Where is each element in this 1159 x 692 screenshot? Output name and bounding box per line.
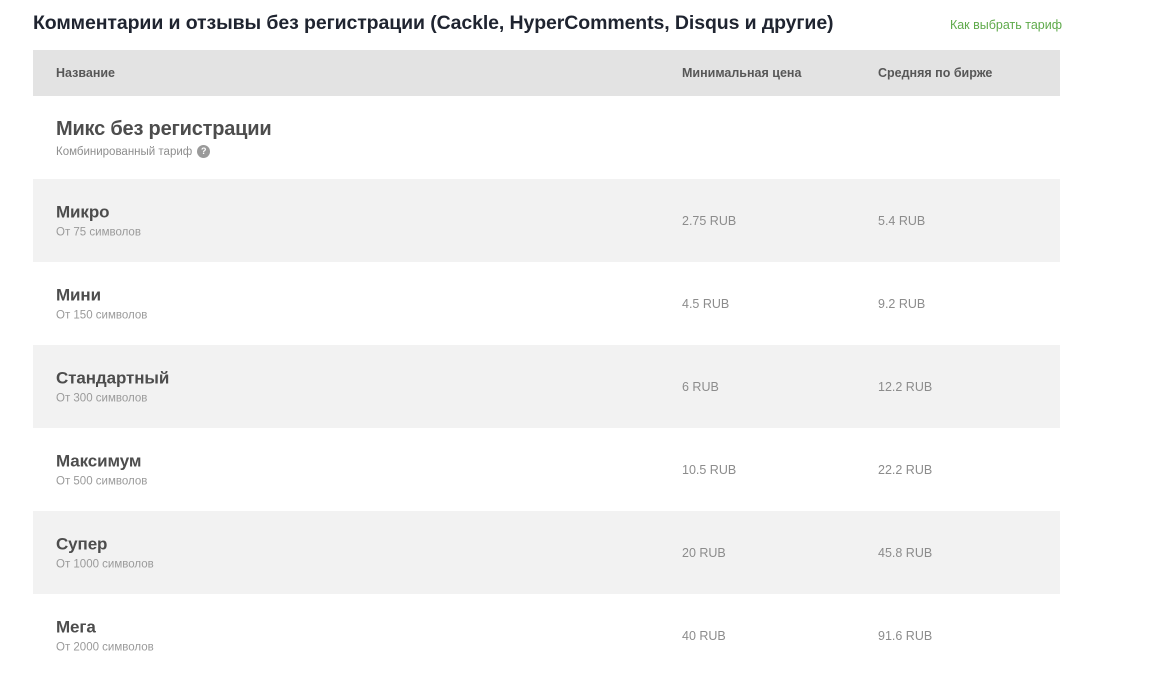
tariff-name: Мини — [56, 285, 101, 304]
tariff-subtitle: От 150 символов — [56, 309, 148, 321]
tariff-group-name-cell: Микс без регистрации Комбинированный тар… — [56, 116, 272, 160]
tariff-avg-price: 5.4 RUB — [878, 213, 926, 228]
tariff-name-cell: Мини От 150 символов — [56, 284, 147, 323]
table-row[interactable]: Супер От 1000 символов 20 RUB 45.8 RUB — [33, 511, 1060, 594]
tariff-name-cell: Мега От 2000 символов — [56, 616, 154, 655]
tariff-name-cell: Максимум От 500 символов — [56, 450, 147, 489]
table-body: Микс без регистрации Комбинированный тар… — [33, 96, 1060, 677]
table-row[interactable]: Максимум От 500 символов 10.5 RUB 22.2 RUB — [33, 428, 1060, 511]
how-to-choose-tariff-link[interactable]: Как выбрать тариф — [949, 18, 1062, 32]
tariff-group-row: Микс без регистрации Комбинированный тар… — [33, 96, 1060, 179]
column-header-min-price: Минимальная цена — [682, 66, 802, 80]
tariff-avg-price: 91.6 RUB — [878, 628, 933, 643]
tariff-group-title: Микс без регистрации — [56, 117, 272, 140]
tariff-avg-price: 9.2 RUB — [878, 296, 926, 311]
tariff-name: Мега — [56, 617, 96, 636]
tariff-avg-price: 45.8 RUB — [878, 545, 933, 560]
tariff-name-cell: Супер От 1000 символов — [56, 533, 154, 572]
tariff-name-cell: Микро От 75 символов — [56, 201, 141, 240]
page-title: Комментарии и отзывы без регистрации (Ca… — [33, 12, 834, 34]
tariff-subtitle: От 1000 символов — [56, 558, 154, 570]
page-header: Комментарии и отзывы без регистрации (Ca… — [0, 0, 1159, 44]
tariff-table: Название Минимальная цена Средняя по бир… — [33, 50, 1060, 677]
tariff-name: Микро — [56, 202, 110, 221]
tariff-min-price: 2.75 RUB — [682, 213, 737, 228]
table-row[interactable]: Микро От 75 символов 2.75 RUB 5.4 RUB — [33, 179, 1060, 262]
tariff-rows-host: Микро От 75 символов 2.75 RUB 5.4 RUB Мини От… — [33, 179, 1060, 677]
table-row[interactable]: Мега От 2000 символов 40 RUB 91.6 RUB — [33, 594, 1060, 677]
tariff-group-subtitle-wrap: Комбинированный тариф ? — [56, 144, 271, 160]
table-row[interactable]: Мини От 150 символов 4.5 RUB 9.2 RUB — [33, 262, 1060, 345]
tariff-min-price: 40 RUB — [682, 628, 726, 643]
tariff-subtitle: От 2000 символов — [56, 641, 154, 653]
help-question-icon[interactable]: ? — [197, 145, 211, 158]
tariff-min-price: 6 RUB — [682, 379, 719, 394]
column-header-avg-price: Средняя по бирже — [878, 66, 993, 80]
tariff-min-price: 20 RUB — [682, 545, 726, 560]
tariff-group-subtitle: Комбинированный тариф — [56, 145, 193, 158]
tariff-min-price: 4.5 RUB — [682, 296, 730, 311]
tariff-avg-price: 22.2 RUB — [878, 462, 933, 477]
table-header-row: Название Минимальная цена Средняя по бир… — [33, 50, 1060, 96]
tariff-name: Максимум — [56, 451, 142, 470]
tariff-subtitle: От 75 символов — [56, 226, 141, 238]
column-header-name: Название — [56, 66, 116, 80]
tariff-subtitle: От 300 символов — [56, 392, 148, 404]
tariff-subtitle: От 500 символов — [56, 475, 148, 487]
tariff-name-cell: Стандартный От 300 символов — [56, 367, 169, 406]
tariff-name: Супер — [56, 534, 108, 553]
tariff-name: Стандартный — [56, 368, 170, 387]
tariff-avg-price: 12.2 RUB — [878, 379, 933, 394]
tariff-min-price: 10.5 RUB — [682, 462, 737, 477]
table-row[interactable]: Стандартный От 300 символов 6 RUB 12.2 RUB — [33, 345, 1060, 428]
